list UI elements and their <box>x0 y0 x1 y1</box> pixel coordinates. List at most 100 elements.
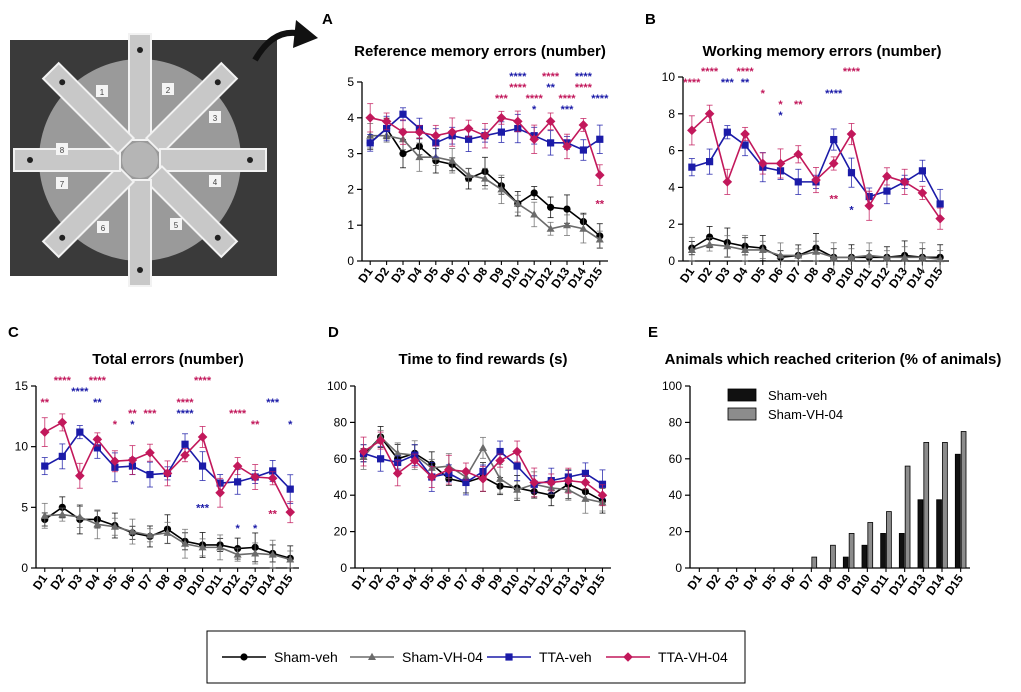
x-tick-label: D2 <box>366 571 386 592</box>
x-tick-label: D6 <box>766 264 786 285</box>
data-point-triangle <box>847 253 856 261</box>
bar-sham-vh-04 <box>904 465 911 569</box>
bar-sham-vh-04 <box>886 511 892 569</box>
data-point-triangle <box>936 254 945 263</box>
series-sham-vh-04 <box>40 502 295 570</box>
data-point-triangle <box>794 251 803 259</box>
significance-stars: ** <box>546 82 555 94</box>
data-point-triangle <box>393 449 402 457</box>
y-tick-label: 0 <box>21 561 28 575</box>
significance-stars: **** <box>683 77 701 89</box>
x-tick-label: D15 <box>921 264 945 290</box>
panel-c: C Total errors (number) 0 5 10 15 D1D2D3D4D5D6… <box>8 324 299 598</box>
panel-title: Animals which reached criterion (% of an… <box>665 351 1002 368</box>
data-point-diamond <box>513 116 523 127</box>
arm-number-card <box>56 177 68 189</box>
bar-sham-vh-04 <box>960 431 967 569</box>
significance-stars: **** <box>843 66 861 78</box>
maze-arm-lane <box>144 61 239 156</box>
data-point-square <box>462 478 470 487</box>
x-tick-label: D1 <box>349 571 369 592</box>
significance-stars: ** <box>128 408 137 420</box>
data-point-diamond <box>375 435 386 446</box>
arm-number-card <box>170 218 182 230</box>
data-point-circle <box>547 203 555 211</box>
significance-stars: ** <box>829 193 838 205</box>
x-tick-label: D12 <box>886 571 910 597</box>
data-point-square <box>596 135 604 143</box>
significance-stars: *** <box>144 408 158 420</box>
y-tick-label: 40 <box>669 488 683 502</box>
arm-number-card <box>96 85 108 97</box>
data-point-square <box>497 128 505 136</box>
data-point-circle <box>706 233 714 241</box>
data-point-diamond <box>687 125 697 136</box>
y-tick-label: 100 <box>662 379 682 393</box>
x-tick-label: D3 <box>383 571 403 592</box>
reward-well <box>59 234 66 241</box>
reward-well <box>137 47 143 53</box>
arm-number: 7 <box>60 180 65 189</box>
y-tick-label: 2 <box>347 182 354 196</box>
maze-arms: 1 2 3 4 5 6 7 8 <box>13 33 267 287</box>
data-point-diamond <box>444 464 454 475</box>
data-point-triangle <box>163 528 172 536</box>
y-tick-label: 6 <box>668 144 675 158</box>
x-tick-label: D3 <box>713 264 733 285</box>
data-point-square <box>366 139 374 147</box>
y-tick-label: 100 <box>327 379 347 393</box>
x-tick-label: D14 <box>923 571 947 597</box>
significance-stars: **** <box>71 386 89 398</box>
x-tick-label: D15 <box>272 571 296 597</box>
data-point-square <box>465 135 473 143</box>
significance-stars: **** <box>176 397 194 409</box>
bar-sham-veh <box>842 556 849 569</box>
legend-label: TTA-VH-04 <box>658 649 728 665</box>
significance-stars: **** <box>229 408 247 420</box>
data-point-diamond <box>250 472 260 482</box>
data-point-diamond <box>722 177 733 187</box>
significance-stars: **** <box>558 93 576 105</box>
maze-center <box>122 142 158 178</box>
y-tick-label: 10 <box>15 440 29 454</box>
data-point-triangle <box>741 245 750 253</box>
bar-sham-vh-04 <box>923 442 930 569</box>
data-point-diamond <box>480 130 490 141</box>
data-point-triangle <box>497 185 506 193</box>
data-point-diamond <box>145 447 155 458</box>
bar-sham-veh <box>898 533 905 569</box>
x-tick-label: D3 <box>65 571 85 592</box>
reward-well <box>247 157 253 163</box>
legend-label: Sham-VH-04 <box>768 407 843 422</box>
bar-sham-veh <box>954 453 961 569</box>
data-point-circle <box>58 503 66 511</box>
y-tick-label: 60 <box>669 452 683 466</box>
data-point-square <box>579 146 587 154</box>
x-tick-label: D6 <box>434 571 454 592</box>
data-point-square <box>198 462 207 470</box>
y-tick-label: 0 <box>340 561 347 575</box>
data-point-triangle <box>479 443 487 451</box>
data-point-square <box>688 163 696 171</box>
data-point-diamond <box>704 109 715 119</box>
data-point-diamond <box>864 201 874 211</box>
legend-label: TTA-veh <box>539 649 592 665</box>
data-point-square <box>286 485 294 493</box>
legend-swatch <box>727 388 757 402</box>
significance-stars: **** <box>89 375 107 387</box>
data-point-square <box>146 470 154 479</box>
arm-number: 6 <box>101 224 106 233</box>
significance-stars: ** <box>741 77 750 89</box>
maze-arm-lane <box>144 164 239 259</box>
arm-number-card <box>56 143 68 155</box>
data-point-triangle <box>110 522 119 530</box>
data-point-diamond <box>478 474 488 484</box>
data-point-diamond <box>562 141 572 152</box>
significance-stars: ** <box>93 397 102 409</box>
x-tick-label: D6 <box>118 571 138 592</box>
significance-stars: * <box>761 88 766 100</box>
significance-stars: ** <box>251 419 260 431</box>
data-point-diamond <box>75 470 85 481</box>
